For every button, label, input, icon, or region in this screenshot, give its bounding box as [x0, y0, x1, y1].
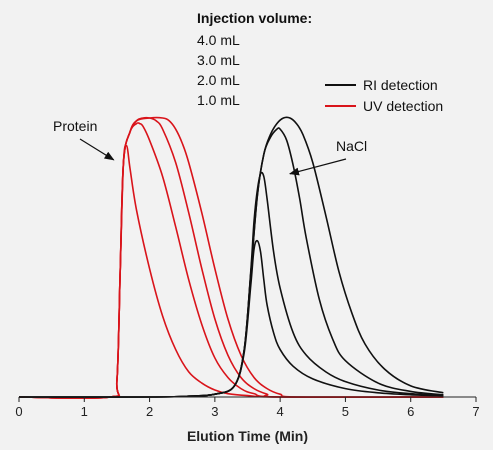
injection-volume-block: Injection volume: 4.0 mL 3.0 mL 2.0 mL 1.0 … [197, 10, 312, 108]
annotation-arrow [79, 138, 115, 161]
x-tick-label: 4 [277, 404, 284, 419]
injection-volume-item: 2.0 mL [197, 72, 240, 88]
injection-volume-item: 3.0 mL [197, 52, 240, 68]
injection-volume-item: 4.0 mL [197, 32, 240, 48]
ri-series-line-4 [18, 116, 444, 398]
uv-series-line-4 [18, 116, 444, 400]
x-tick-label: 5 [342, 404, 349, 419]
uv-series-line-3 [18, 116, 444, 400]
injection-volume-title: Injection volume: [197, 10, 312, 26]
annotation-arrow [288, 158, 347, 176]
ri-series-line-1 [18, 239, 444, 398]
legend: RI detection UV detection [325, 77, 443, 114]
annotation-label: NaCl [336, 138, 367, 154]
x-tick-label: 2 [146, 404, 153, 419]
ri-series-line-3 [18, 127, 444, 398]
x-tick-label: 3 [211, 404, 218, 419]
legend-label: UV detection [363, 98, 443, 114]
uv-series-group [18, 116, 444, 400]
x-tick-label: 0 [15, 404, 22, 419]
x-tick-label: 6 [407, 404, 414, 419]
ri-series-group [18, 116, 444, 398]
injection-volume-item: 1.0 mL [197, 92, 240, 108]
x-tick-label: 7 [472, 404, 479, 419]
x-axis-title: Elution Time (Min) [187, 428, 308, 444]
x-ticks: 0 1 2 3 4 5 6 7 [15, 397, 480, 419]
uv-series-line-2 [18, 122, 444, 400]
x-tick-label: 1 [81, 404, 88, 419]
annotation-label: Protein [53, 118, 97, 134]
legend-label: RI detection [363, 77, 438, 93]
annotations: Protein NaCl [53, 118, 367, 176]
